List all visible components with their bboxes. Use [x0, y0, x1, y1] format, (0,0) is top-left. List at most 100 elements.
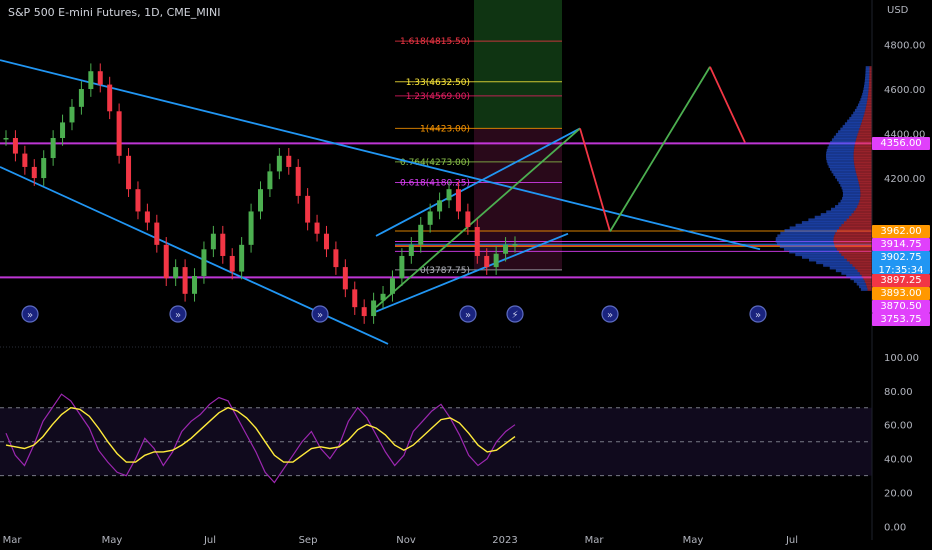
volume-profile-bar [865, 282, 872, 286]
candle-body [399, 255, 405, 279]
candle-body [173, 267, 179, 279]
volume-profile-bar [827, 162, 855, 166]
candle-body [455, 189, 461, 212]
volume-profile-bar [777, 242, 835, 246]
volume-profile-bar [859, 186, 872, 190]
volume-profile-bar [849, 215, 872, 219]
oscillator-tick-label: 60.00 [884, 421, 913, 432]
volume-profile-bar [853, 156, 872, 160]
volume-profile-bar [838, 181, 859, 185]
volume-profile-bar [868, 90, 872, 94]
volume-profile-bar [859, 100, 867, 104]
candle-body [50, 138, 56, 159]
price-badge-value: 3914.75 [880, 239, 922, 251]
volume-profile-bar [869, 68, 872, 72]
volume-profile-bar [808, 218, 847, 222]
volume-profile-bar [856, 135, 872, 139]
candle-body [380, 293, 386, 301]
volume-profile-bar [851, 114, 864, 118]
volume-profile-bar [834, 242, 872, 246]
candle-body [427, 211, 433, 225]
volume-profile-bar [840, 127, 860, 131]
candle-body [22, 153, 28, 167]
volume-profile-bar [842, 189, 861, 193]
candle-body [305, 195, 311, 223]
volume-profile-bar [860, 189, 872, 193]
time-tick-label: May [683, 535, 704, 546]
event-marker-icon: » [465, 310, 471, 321]
volume-profile-bar [857, 269, 872, 273]
time-tick-label: Jul [203, 535, 216, 546]
candle-body [323, 233, 329, 250]
candle-body [371, 300, 377, 317]
candle-body [286, 155, 292, 167]
candle-body [107, 84, 113, 112]
volume-profile-bar [855, 266, 872, 270]
projection-arrow [375, 127, 581, 308]
projection-arrow [709, 66, 746, 143]
target-zone-box [474, 0, 562, 129]
volume-profile-bar [863, 114, 872, 118]
volume-profile-bar [846, 258, 872, 262]
candle-body [408, 244, 414, 256]
rsi-line [5, 393, 516, 484]
candle-body [503, 244, 509, 254]
fib-level-label: 1(4423.00) [420, 124, 470, 134]
volume-profile-bar [834, 234, 872, 238]
volume-profile-bar [852, 263, 872, 267]
volume-profile-bar [853, 111, 865, 115]
volume-profile-bar [842, 191, 861, 195]
chart-title: S&P 500 E-mini Futures, 1D, CME_MINI [8, 6, 221, 19]
volume-profile-bar [847, 119, 863, 123]
candle-body [220, 233, 226, 256]
volume-profile-bar [856, 282, 866, 286]
volume-profile-bar [842, 124, 861, 128]
candle-body [418, 224, 424, 245]
volume-profile-bar [866, 103, 872, 107]
volume-profile-bar [846, 218, 872, 222]
candle-body [60, 122, 66, 138]
time-tick-label: Nov [396, 535, 416, 546]
candle-body [78, 89, 84, 107]
volume-profile-bar [841, 223, 872, 227]
candle-body [267, 171, 273, 190]
volume-profile-bar [775, 239, 834, 243]
volume-profile-bar [865, 74, 870, 78]
volume-profile-bar [795, 223, 842, 227]
time-tick-label: Mar [585, 535, 605, 546]
volume-profile-bar [858, 202, 872, 206]
volume-profile-bar [866, 100, 872, 104]
volume-profile-bar [866, 285, 872, 289]
oscillator-tick-label: 20.00 [884, 489, 913, 500]
volume-profile-bar [836, 247, 872, 251]
candle-body [239, 244, 245, 272]
volume-profile-bar [825, 154, 854, 158]
volume-profile-bar [831, 207, 856, 211]
volume-profile-bar [814, 215, 850, 219]
volume-profile-bar [858, 130, 872, 134]
price-badge: 3893.00 [872, 287, 930, 301]
price-tick-label: 4600.00 [884, 85, 925, 96]
volume-profile-bar [853, 279, 865, 283]
volume-profile-bar [856, 106, 866, 110]
volume-profile-bar [854, 143, 872, 147]
volume-profile-bar [853, 154, 872, 158]
rsi-signal-line [5, 406, 516, 463]
volume-profile-bar [859, 285, 867, 289]
event-marker-icon: » [755, 310, 761, 321]
volume-profile-bar [842, 197, 861, 201]
volume-profile-bar [831, 138, 856, 142]
candle-body [31, 166, 37, 179]
volume-profile-bar [860, 197, 872, 201]
volume-profile-bar [864, 111, 872, 115]
fib-level-label: 0.764(4273.00) [400, 158, 470, 168]
volume-profile-bar [823, 263, 853, 267]
volume-profile-bar [860, 124, 872, 128]
volume-profile-bar [779, 245, 836, 249]
candle-body [276, 155, 282, 172]
volume-profile-bar [828, 164, 855, 168]
time-tick-label: 2023 [492, 535, 517, 546]
candle-body [484, 255, 490, 268]
price-badge-value: 3897.25 [880, 275, 922, 287]
